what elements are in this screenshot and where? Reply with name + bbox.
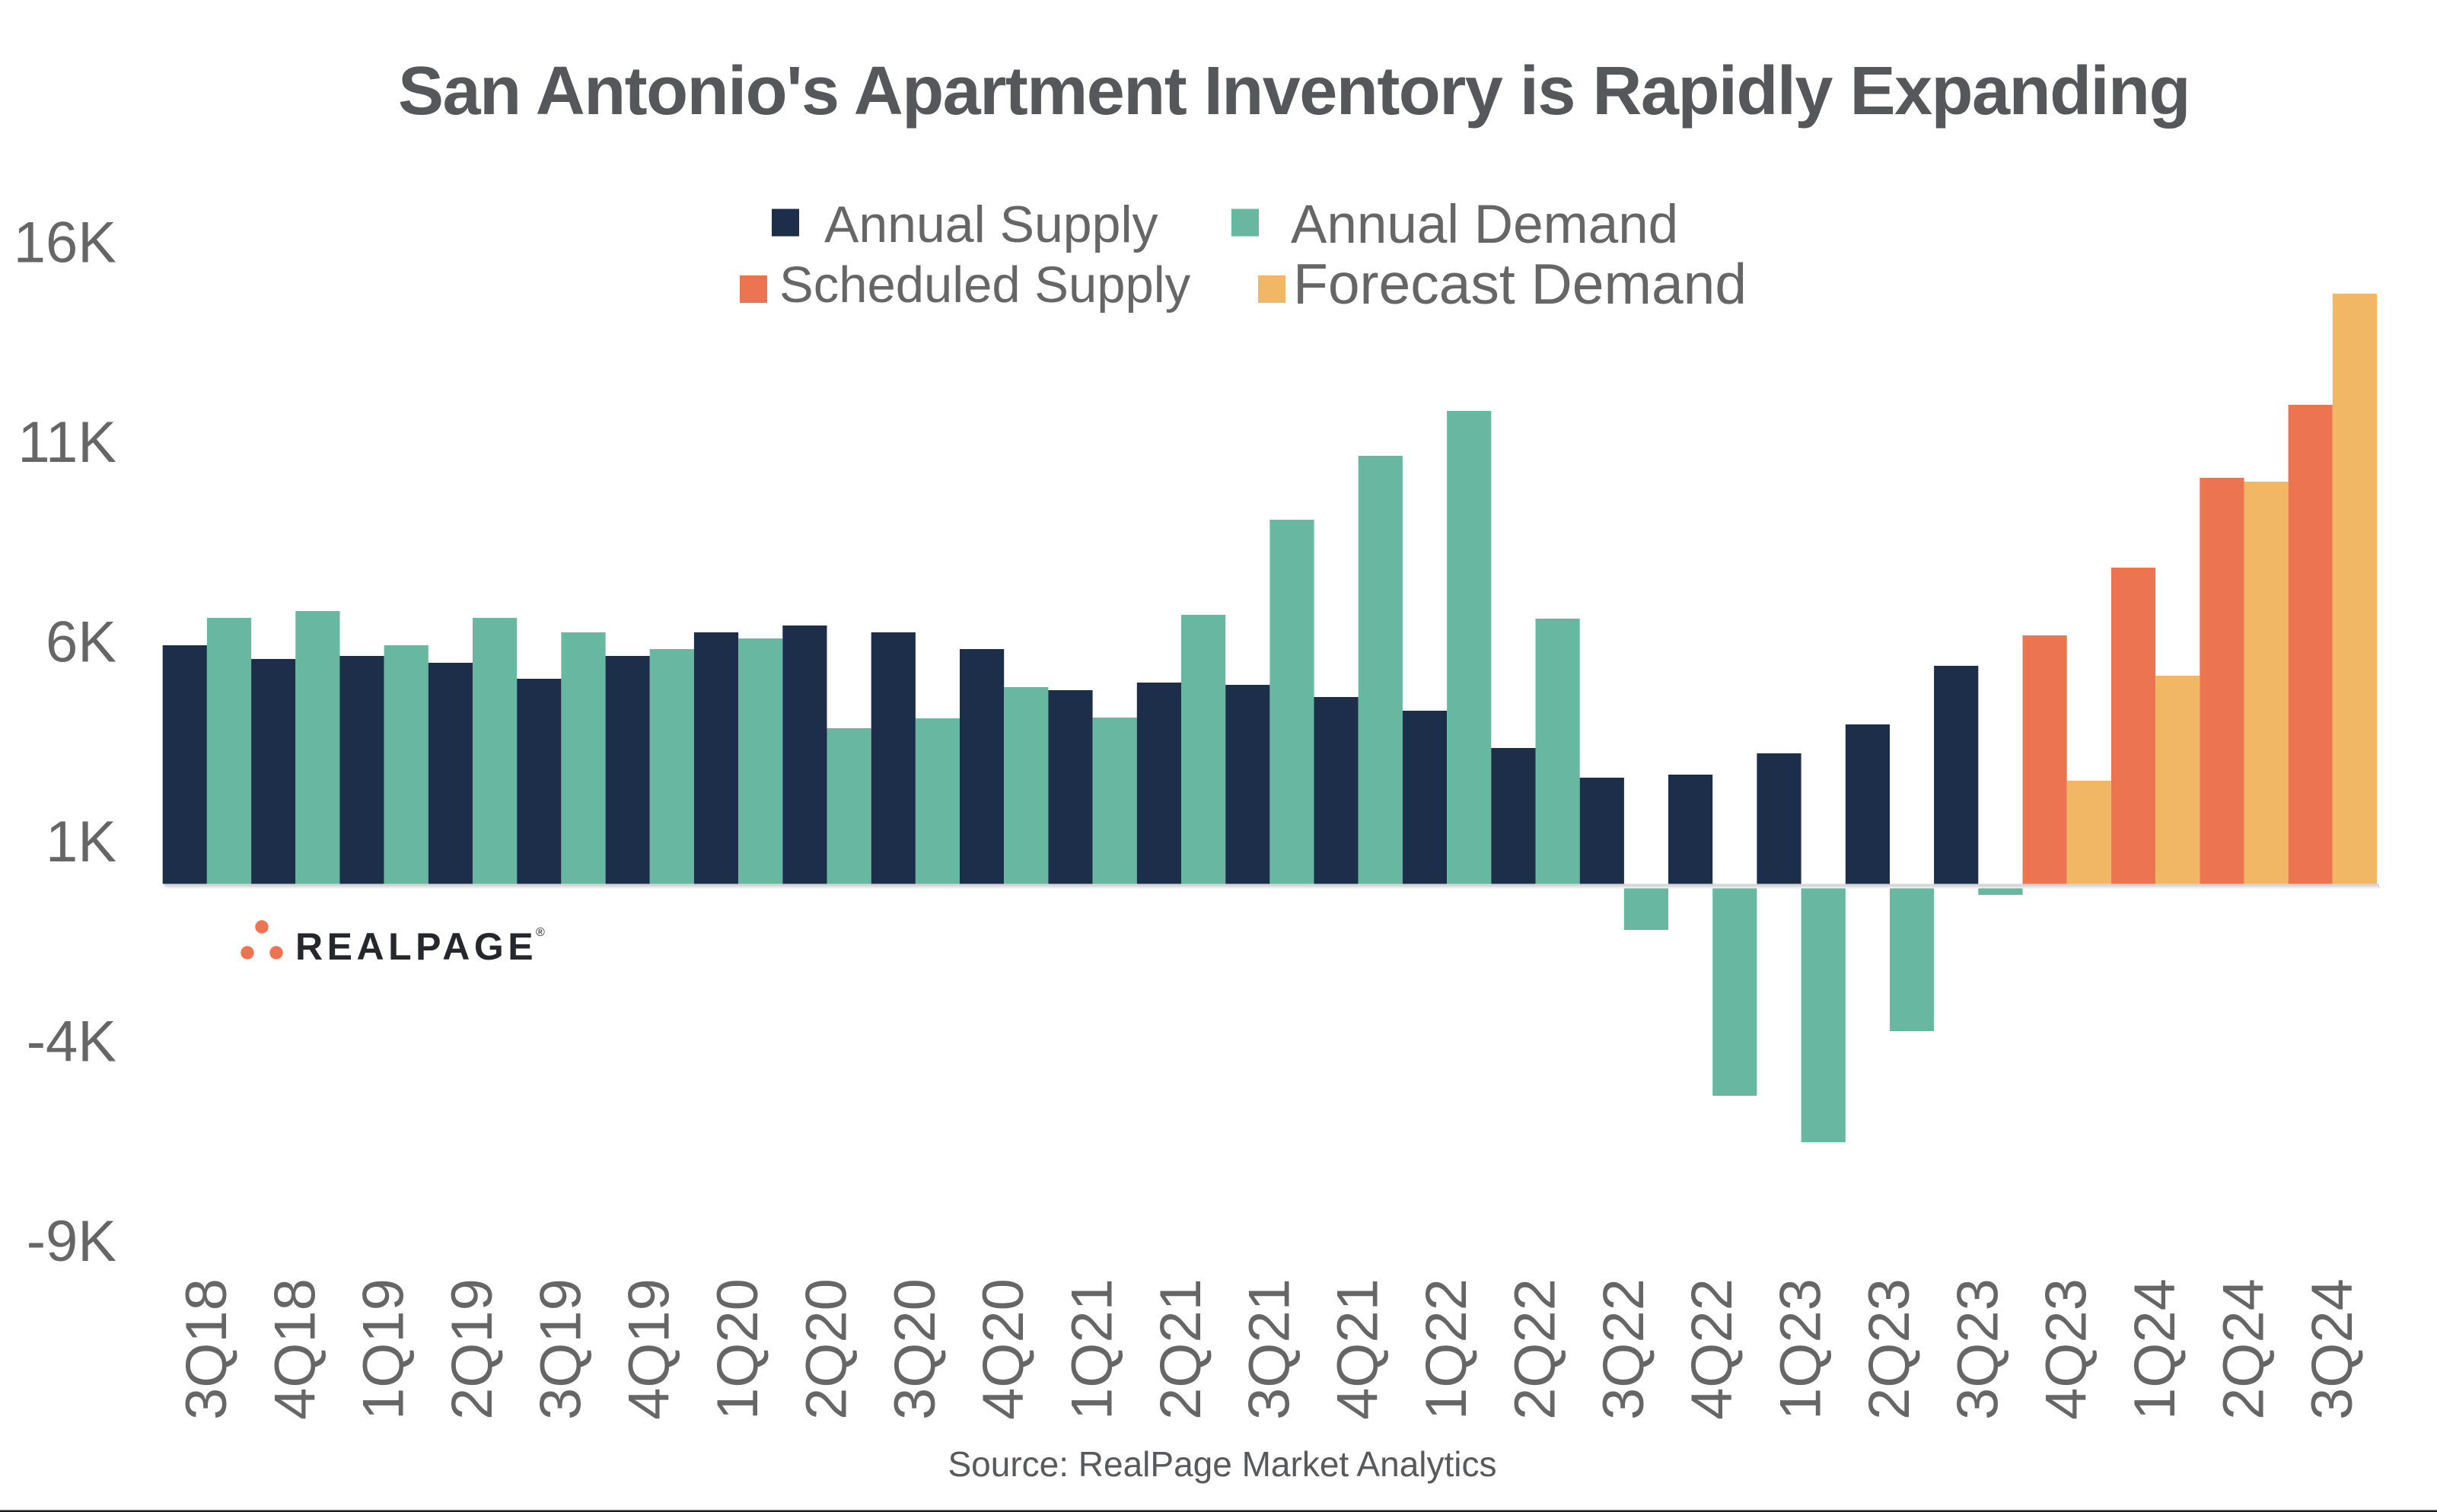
svg-text:Scheduled Supply: Scheduled Supply [779, 256, 1191, 314]
svg-text:3Q19: 3Q19 [528, 1278, 593, 1420]
svg-text:REALPAGE: REALPAGE [295, 925, 537, 968]
svg-text:16K: 16K [14, 211, 116, 275]
svg-text:Annual Supply: Annual Supply [824, 196, 1158, 253]
svg-text:2Q24: 2Q24 [2211, 1278, 2276, 1420]
svg-text:6K: 6K [46, 610, 116, 675]
svg-text:3Q23: 3Q23 [1945, 1278, 2010, 1420]
svg-text:Annual Demand: Annual Demand [1291, 195, 1678, 255]
svg-text:4Q18: 4Q18 [263, 1278, 327, 1420]
svg-text:®: ® [536, 926, 545, 939]
svg-text:1Q23: 1Q23 [1769, 1278, 1833, 1420]
svg-text:1K: 1K [46, 810, 116, 874]
svg-text:2Q23: 2Q23 [1857, 1278, 1922, 1420]
svg-text:4Q19: 4Q19 [617, 1278, 682, 1420]
svg-text:1Q20: 1Q20 [706, 1278, 770, 1420]
svg-text:1Q24: 1Q24 [2123, 1278, 2187, 1420]
svg-text:3Q21: 3Q21 [1237, 1278, 1301, 1420]
svg-text:-9K: -9K [27, 1209, 116, 1274]
svg-text:11K: 11K [18, 410, 116, 475]
svg-text:4Q21: 4Q21 [1326, 1278, 1391, 1420]
svg-text:3Q18: 3Q18 [174, 1278, 239, 1420]
svg-text:4Q23: 4Q23 [2034, 1278, 2099, 1420]
svg-text:4Q22: 4Q22 [1680, 1278, 1744, 1420]
svg-text:1Q19: 1Q19 [352, 1278, 416, 1420]
svg-text:-4K: -4K [27, 1010, 116, 1074]
svg-text:2Q21: 2Q21 [1148, 1278, 1213, 1420]
svg-text:2Q19: 2Q19 [440, 1278, 505, 1420]
svg-text:San Antonio's Apartment Invent: San Antonio's Apartment Inventory is Rap… [398, 53, 2190, 129]
svg-text:3Q20: 3Q20 [883, 1278, 948, 1420]
svg-text:1Q22: 1Q22 [1414, 1278, 1479, 1420]
svg-text:Source: RealPage Market Analyt: Source: RealPage Market Analytics [948, 1444, 1496, 1484]
svg-text:2Q22: 2Q22 [1503, 1278, 1568, 1420]
svg-text:3Q22: 3Q22 [1591, 1278, 1656, 1420]
svg-text:1Q21: 1Q21 [1060, 1278, 1125, 1420]
svg-text:3Q24: 3Q24 [2300, 1278, 2365, 1420]
svg-text:Forecast Demand: Forecast Demand [1293, 252, 1747, 316]
svg-text:2Q20: 2Q20 [795, 1278, 859, 1420]
svg-text:4Q20: 4Q20 [971, 1278, 1036, 1420]
